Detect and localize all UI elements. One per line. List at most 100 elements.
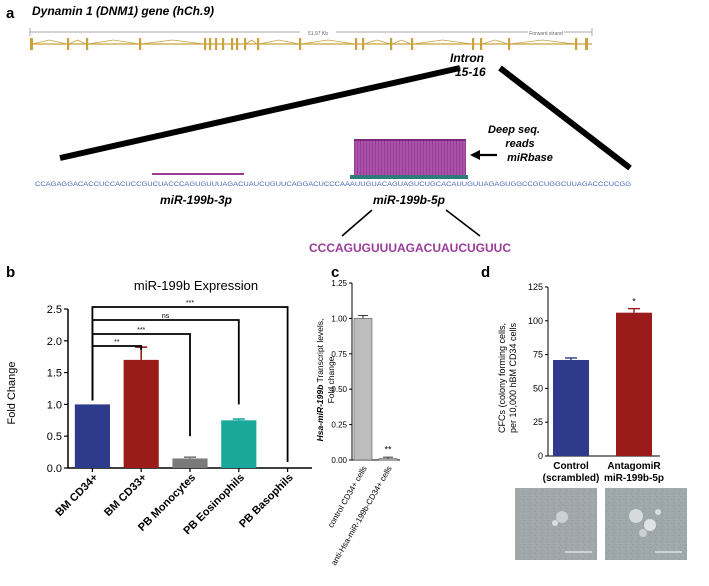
chart-c-ylabel-line1: Hsa-miR-199b [315,385,325,442]
intron-chevron [509,39,576,45]
gene-structure [30,38,592,50]
exon-mark [139,38,142,50]
exon-mark [222,38,225,50]
intron-chevron [258,39,300,45]
significance-label: ns [162,313,170,320]
exon-mark [480,38,483,50]
y-tick-label: 2.0 [47,336,62,348]
y-tick-label: 0.25 [331,421,347,430]
y-tick-label: 1.25 [331,279,347,288]
x-tick-label: BM CD34+ [53,472,100,519]
exon-mark [362,38,365,50]
exon-mark [209,38,212,50]
chart-c-ylabel-line2: Transcript levels, [315,319,325,385]
y-tick-label: 100 [528,316,543,326]
intron-label-line2: 15-16 [455,65,486,79]
deep-seq-label-line3: miRbase [507,152,553,164]
intron-chevron [31,39,68,45]
bar-pb-eosinophils [221,420,257,468]
exon-mark [67,38,70,50]
x-tick-label-line2: miR-199b-5p [604,473,664,484]
x-tick-label-line1: Control [553,461,589,472]
y-tick-label: 25 [533,417,543,427]
chart-d-plot: 0 25 50 75 100 125 Control(scrambled) AntagomiR… [528,282,664,484]
exon-mark [299,38,302,50]
exon-mark [231,38,234,50]
mirbase-track [350,175,468,179]
mature-connector-right [445,209,481,237]
arrow-head [470,150,480,160]
bar-pb-monocytes [172,458,208,468]
chart-d-ylabel-line2: per 10,000 hBM CD34 cells [508,322,518,433]
y-tick-label: 75 [533,350,543,360]
chart-b-plot: 0.00.51.01.52.02.5BM CD34+ BM CD33+PB Mon… [47,300,312,537]
significance-label: ** [114,339,120,346]
intron-chevron [87,39,140,45]
exon-mark [411,38,414,50]
bar-anti-mir [378,458,398,461]
micrograph-control [515,488,597,560]
deep-seq-reads [354,139,466,175]
panel-d: d CFCs (colony forming cells, per 10,000… [481,264,687,560]
chart-c-ylabel: Hsa-miR-199b Transcript levels, Fold cha… [315,319,336,442]
intron-chevron [300,39,356,45]
y-tick-label: 1.0 [47,399,62,411]
y-tick-label: 0.00 [331,456,347,465]
zoom-line-left [59,65,461,161]
panel-c-letter: c [331,264,339,281]
y-tick-label: 0.0 [47,463,62,475]
exon-mark [472,38,475,50]
chart-c-ylabel-text: Hsa-miR-199b Transcript levels, [315,319,325,442]
intron-label-line1: Intron [450,51,484,65]
intron-chevron [245,39,258,45]
reads-top-edge [354,139,466,141]
panel-a: a Dynamin 1 (DNM1) gene (hCh.9) 51.97 Kb… [6,4,632,255]
significance-label: *** [137,327,145,334]
chart-b-title: miR-199b Expression [134,278,258,293]
exon-mark [204,38,207,50]
deep-seq-label-line2: reads [505,138,534,150]
exon-mark [86,38,89,50]
significance-bracket [91,319,240,405]
exon-mark [575,38,578,50]
panel-b: b miR-199b Expression Fold Change 0.0 0.5… [6,264,312,537]
chart-d-ylabel: CFCs (colony forming cells, per 10,000 h… [497,322,518,433]
gene-title: Dynamin 1 (DNM1) gene (hCh.9) [32,4,214,18]
exon-mark [390,38,393,50]
intron-chevron [140,39,205,45]
exon-mark [30,38,33,50]
mature-connector-left [341,209,373,237]
panel-b-letter: b [6,264,15,281]
exon-mark [215,38,218,50]
y-tick-label: 50 [533,383,543,393]
scale-label: 51.97 Kb [308,31,328,37]
mir-5p-label: miR-199b-5p [373,193,445,207]
gene-scale-bar: 51.97 Kb Forward strand [29,28,593,37]
significance-label: *** [186,300,194,307]
bar-control [353,318,373,461]
x-tick-label: BM CD33+ [102,472,149,519]
panel-d-letter: d [481,264,490,281]
chart-b-ylabel: Fold Change [6,362,18,425]
x-tick-label-line1: AntagomiR [607,461,661,472]
significance-label: * [632,297,636,307]
y-tick-label: 0 [538,451,543,461]
exon-mark [236,38,239,50]
bar-bm-cd34- [74,404,110,468]
mature-sequence: CCCAGUGUUUAGACUAUCUGUUC [309,241,511,255]
exon-mark [508,38,511,50]
mir-3p-label: miR-199b-3p [160,193,232,207]
bar-bm-cd33- [123,359,159,468]
panel-c: c Hsa-miR-199b Transcript levels, Fold c… [315,264,400,567]
chart-d-ylabel-line1: CFCs (colony forming cells, [497,323,507,433]
deep-seq-label-line1: Deep seq. [488,124,540,136]
y-tick-label: 1.00 [331,314,347,323]
x-tick-label-line2: (scrambled) [543,473,600,484]
y-tick-label: 0.5 [47,431,62,443]
intron-chevron [68,39,87,45]
exon-mark [355,38,358,50]
intron-chevron [391,39,412,45]
bar-control [553,360,589,456]
